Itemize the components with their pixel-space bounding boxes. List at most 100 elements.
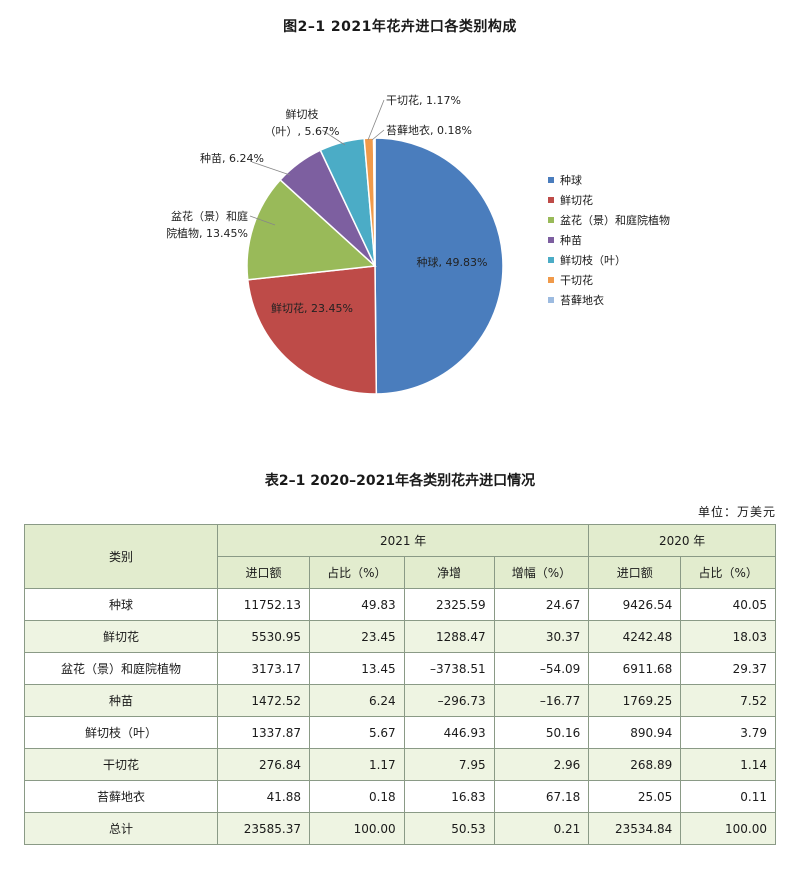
pie-data-label: 盆花（景）和庭院植物, 13.45% (166, 209, 248, 240)
table-cell-value: 0.21 (493, 812, 590, 845)
table-cell-value: 5.67 (309, 716, 405, 749)
table-row: 盆花（景）和庭院植物 3173.17 13.45 –3738.51 –54.09 6911… (24, 652, 776, 685)
legend-label: 鲜切枝（叶） (560, 254, 626, 267)
table-row: 苔藓地衣 41.88 0.18 16.83 67.18 25.05 0.11 (24, 780, 776, 813)
leader-line (251, 161, 291, 176)
legend-label: 种球 (560, 174, 582, 187)
table-cell-value: –3738.51 (403, 652, 495, 685)
pie-data-label: 苔藓地衣, 0.18% (386, 123, 472, 137)
legend-label: 种苗 (560, 234, 582, 247)
table-cell-value: 23585.37 (217, 812, 310, 845)
table-cell-category: 鲜切花 (24, 620, 218, 653)
table-row: 鲜切枝（叶） 1337.87 5.67 446.93 50.16 890.94 3.79 (24, 716, 776, 749)
legend-label: 苔藓地衣 (560, 294, 604, 307)
legend-item: 鲜切枝（叶） (548, 250, 670, 270)
table-cell-value: 11752.13 (217, 588, 310, 621)
table-cell-value: 0.18 (309, 780, 405, 813)
table-cell-value: 30.37 (493, 620, 590, 653)
table-unit: 单位：万美元 (697, 505, 776, 519)
leader-line (367, 99, 385, 141)
pie-data-label: 鲜切枝（叶）, 5.67% (265, 107, 340, 138)
table-cell-value: 49.83 (309, 588, 405, 621)
header-growth-rate: 增幅（%） (493, 556, 590, 589)
table-cell-value: 1472.52 (217, 684, 310, 717)
header-import-value-2020: 进口额 (588, 556, 682, 589)
table-cell-value: 268.89 (588, 748, 682, 781)
table-cell-category: 种苗 (24, 684, 218, 717)
table-cell-category: 盆花（景）和庭院植物 (24, 652, 218, 685)
table-cell-value: 9426.54 (588, 588, 682, 621)
table-cell-category: 鲜切枝（叶） (24, 716, 218, 749)
legend-item: 苔藓地衣 (548, 290, 670, 310)
table-cell-value: 446.93 (403, 716, 495, 749)
table-cell-value: 40.05 (680, 588, 776, 621)
table-cell-category: 干切花 (24, 748, 218, 781)
table-cell-value: 18.03 (680, 620, 776, 653)
table-cell-value: 2.96 (493, 748, 590, 781)
table-cell-value: 6.24 (309, 684, 405, 717)
pie-slice (246, 178, 377, 281)
legend-item: 盆花（景）和庭院植物 (548, 210, 670, 230)
legend-item: 干切花 (548, 270, 670, 290)
table-cell-value: 0.11 (680, 780, 776, 813)
table-row: 总计 23585.37 100.00 50.53 0.21 23534.84 100.00 (24, 812, 776, 845)
table-cell-value: 41.88 (217, 780, 310, 813)
table-cell-value: 2325.59 (403, 588, 495, 621)
header-year-2020: 2020 年 (588, 524, 776, 557)
table-body: 种球 11752.13 49.83 2325.59 24.67 9426.54 40.05 鲜… (24, 588, 776, 845)
header-import-value: 进口额 (217, 556, 310, 589)
leader-line (371, 129, 385, 141)
table-cell-value: –296.73 (403, 684, 495, 717)
table-cell-value: –16.77 (493, 684, 590, 717)
pie-data-label: 种球, 49.83% (417, 255, 488, 269)
table-cell-value: 1337.87 (217, 716, 310, 749)
legend-swatch (548, 197, 554, 203)
table-row: 鲜切花 5530.95 23.45 1288.47 30.37 4242.48 18.03 (24, 620, 776, 653)
legend-swatch (548, 297, 554, 303)
legend-label: 鲜切花 (560, 194, 593, 207)
table-cell-value: 100.00 (680, 812, 776, 845)
table-cell-value: 50.16 (493, 716, 590, 749)
table-row: 干切花 276.84 1.17 7.95 2.96 268.89 1.14 (24, 748, 776, 781)
legend-swatch (548, 177, 554, 183)
table-cell-value: 276.84 (217, 748, 310, 781)
pie-chart: 种球, 49.83% 鲜切花, 23.45% 盆花（景）和庭院植物, 13.45% 种… (166, 94, 504, 395)
table-cell-category: 总计 (24, 812, 218, 845)
chart-legend: 种球鲜切花盆花（景）和庭院植物种苗鲜切枝（叶） 干切花苔藓地衣 (548, 170, 670, 310)
legend-item: 种苗 (548, 230, 670, 250)
table-cell-category: 种球 (24, 588, 218, 621)
header-share: 占比（%） (309, 556, 405, 589)
leader-line (249, 215, 276, 226)
header-category: 类别 (24, 524, 218, 589)
table-cell-value: 7.52 (680, 684, 776, 717)
table-cell-value: 29.37 (680, 652, 776, 685)
table-cell-value: 67.18 (493, 780, 590, 813)
table-row: 种球 11752.13 49.83 2325.59 24.67 9426.54 40.05 (24, 588, 776, 621)
table-cell-category: 苔藓地衣 (24, 780, 218, 813)
table-cell-value: 23534.84 (588, 812, 682, 845)
header-year-2021: 2021 年 (216, 524, 590, 557)
table-cell-value: 24.67 (493, 588, 590, 621)
legend-swatch (548, 237, 554, 243)
table-cell-value: 1769.25 (588, 684, 682, 717)
table-cell-value: 3.79 (680, 716, 776, 749)
table-title: 表2–1 2020–2021年各类别花卉进口情况 (264, 473, 536, 489)
legend-swatch (548, 217, 554, 223)
import-table: 类别 2021 年 2020 年 进口额 占比（%） 净增 增幅（%） 进口额 … (24, 524, 776, 845)
legend-swatch (548, 277, 554, 283)
table-cell-value: 16.83 (403, 780, 495, 813)
legend-item: 鲜切花 (548, 190, 670, 210)
pie-slice (246, 265, 378, 395)
header-net-increase: 净增 (403, 556, 495, 589)
table-cell-value: 50.53 (403, 812, 495, 845)
header-share-2020: 占比（%） (680, 556, 776, 589)
pie-data-label: 鲜切花, 23.45% (271, 301, 353, 315)
table-cell-value: 5530.95 (217, 620, 310, 653)
table-cell-value: 1288.47 (403, 620, 495, 653)
table-row: 种苗 1472.52 6.24 –296.73 –16.77 1769.25 7.52 (24, 684, 776, 717)
table-cell-value: 3173.17 (217, 652, 310, 685)
table-cell-value: 25.05 (588, 780, 682, 813)
table-cell-value: 1.17 (309, 748, 405, 781)
pie-data-label: 干切花, 1.17% (386, 94, 461, 107)
legend-label: 干切花 (560, 274, 593, 287)
